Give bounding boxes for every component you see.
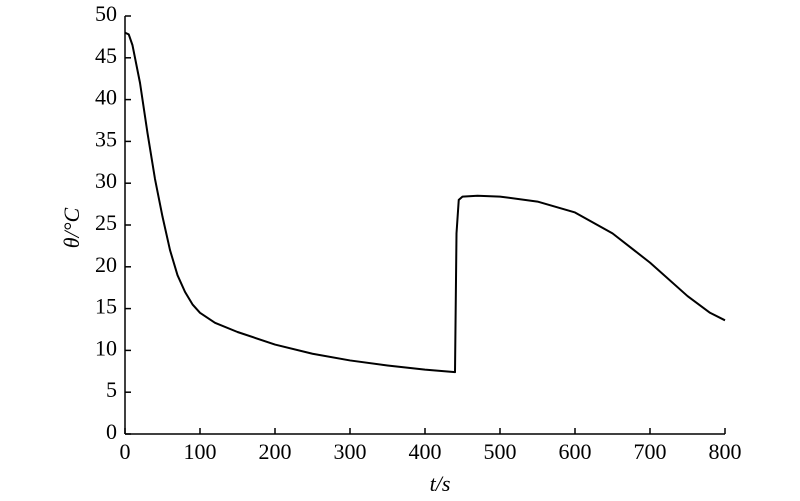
y-tick-label: 50: [95, 1, 117, 26]
y-tick-label: 40: [95, 85, 117, 110]
y-tick-label: 45: [95, 43, 117, 68]
y-tick-label: 15: [95, 294, 117, 319]
line: [124, 31, 726, 374]
x-axis-label: t/s: [430, 471, 451, 496]
y-tick-label: 0: [106, 419, 117, 444]
y-tick-label: 5: [106, 377, 117, 402]
x-tick-label: 700: [634, 439, 667, 464]
x-tick-label: 300: [334, 439, 367, 464]
y-axis-label: θ/°C: [59, 207, 84, 248]
y-tick-label: 25: [95, 210, 117, 235]
x-tick-label: 200: [259, 439, 292, 464]
x-tick-label: 600: [559, 439, 592, 464]
y-tick-label: 35: [95, 126, 117, 151]
x-tick-label: 100: [184, 439, 217, 464]
x-tick-label: 400: [409, 439, 442, 464]
y-tick-label: 30: [95, 168, 117, 193]
x-tick-label: 800: [709, 439, 742, 464]
y-tick-label: 20: [95, 252, 117, 277]
x-tick-label: 0: [120, 439, 131, 464]
y-tick-label: 10: [95, 335, 117, 360]
x-tick-label: 500: [484, 439, 517, 464]
